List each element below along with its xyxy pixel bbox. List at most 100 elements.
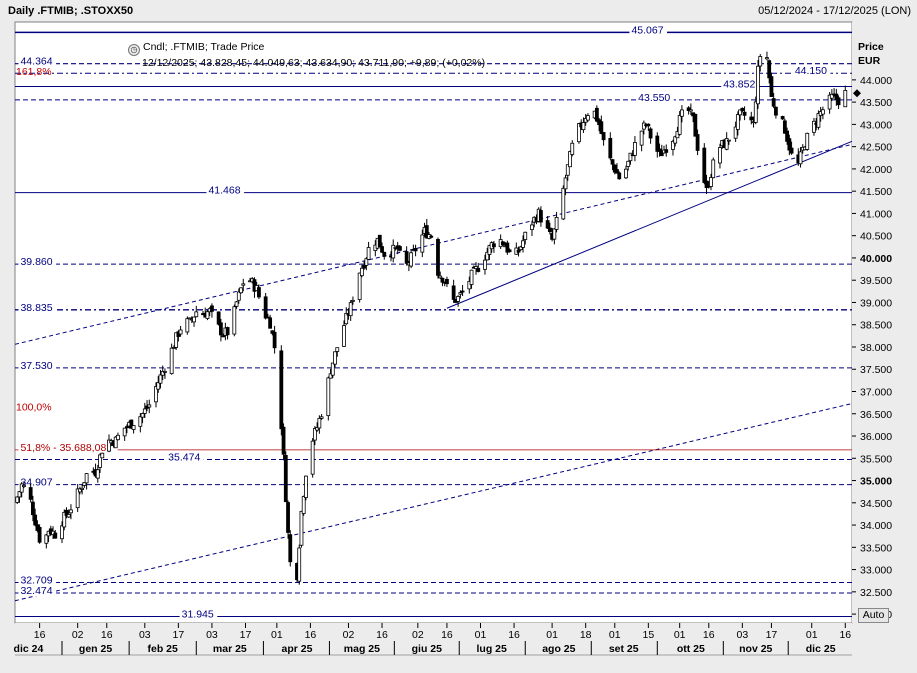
candle-body [317,417,322,429]
y-tick-label: 35.000 [860,476,892,488]
level-label: 43.550 [638,92,670,104]
candle-body [122,427,127,437]
candle-body [124,426,129,429]
candle-body [185,318,190,333]
candle-body [140,413,145,418]
candle-body [568,151,572,168]
candle-body [380,246,384,253]
candle-body [664,149,669,153]
candle-body [467,281,472,290]
level-label: 39.860 [20,256,52,268]
y-tick-label: 43.000 [860,119,892,131]
candle-body [458,292,463,295]
candle-body [767,60,772,79]
candle-body [142,408,147,414]
candle-body [216,311,221,325]
y-tick-label: 42.000 [860,164,892,176]
time-axis-panel [15,623,852,671]
x-month-label: dic 24 [14,643,44,655]
level-label: 45.067 [631,24,663,36]
x-tick-label: 16 [305,629,317,641]
candle-body [299,510,304,546]
candle-body [234,301,239,307]
candle-body [500,241,505,246]
level-label: 41.468 [208,185,240,197]
candle-body [469,269,474,285]
x-month-label: nov 25 [739,643,772,655]
candle-body [98,454,102,468]
candle-body [483,259,487,270]
candle-body [724,138,729,150]
date-range: 05/12/2024 - 17/12/2025 (LON) [758,5,911,17]
candle-body [15,496,20,503]
candle-body [780,116,785,120]
level-label: 34.907 [20,477,52,489]
candle-body [171,347,176,349]
plot-area [14,21,853,624]
candle-body [28,487,33,500]
candle-body [827,94,832,110]
x-tick-label: 01 [806,629,818,641]
candle-body [404,251,409,264]
y-tick-label: 32.500 [860,587,892,599]
candle-body [711,159,716,179]
candle-body [53,532,58,539]
candle-body [107,439,111,452]
candle-body [492,243,496,248]
x-tick-label: 16 [376,629,388,641]
level-label-bg [166,451,204,463]
candle-body [138,416,143,427]
x-tick-label: 16 [839,629,851,641]
x-tick-label: 01 [546,629,558,641]
candle-body [364,258,369,266]
candle-body [154,386,158,403]
candle-body [413,248,418,252]
candle-body [836,97,841,106]
candle-body [789,147,794,154]
candle-body [409,252,414,267]
level-label: 37.530 [20,360,52,372]
level-label: 32.709 [20,575,52,587]
y-tick-label: 42.500 [860,142,892,154]
candle-body [169,347,174,375]
candle-body [60,525,64,540]
y-tick-label: 36.500 [860,409,892,421]
candle-body [545,220,550,229]
level-label-bg [18,55,57,67]
candle-body [377,234,382,248]
price-axis-panel [852,22,915,623]
y-tick-label: 44.000 [860,75,892,87]
candle-body [344,312,349,325]
trendline [446,140,853,309]
y-tick-label: 34.500 [860,498,892,510]
candle-body [451,285,456,300]
candle-body [239,287,243,294]
candle-body [304,475,308,498]
candle-body [62,511,67,528]
x-month-label: apr 25 [282,643,313,655]
candle-body [319,416,324,419]
candle-body [113,436,118,449]
candle-body [131,425,136,430]
auto-scale-button[interactable]: Auto [858,608,889,623]
candle-body [22,484,26,487]
candle-body [116,434,120,441]
candle-body [633,142,637,156]
x-month-label: feb 25 [148,643,179,655]
candle-body [78,488,82,493]
candle-body [659,151,664,157]
y-tick-label: 39.000 [860,297,892,309]
series-legend[interactable]: ◷ Cndl; .FTMIB; Trade Price 12/12/2025; 4… [128,40,485,70]
candle-body [539,210,543,223]
y-tick-label: 40.000 [860,253,892,265]
candle-body [436,238,440,276]
candle-body [187,317,192,320]
candle-body [693,113,698,137]
candle-body [612,164,617,173]
x-month-label: lug 25 [477,643,508,655]
cndl-icon[interactable]: ◷ [128,44,140,56]
candle-body [210,305,214,312]
candle-body [599,121,604,134]
